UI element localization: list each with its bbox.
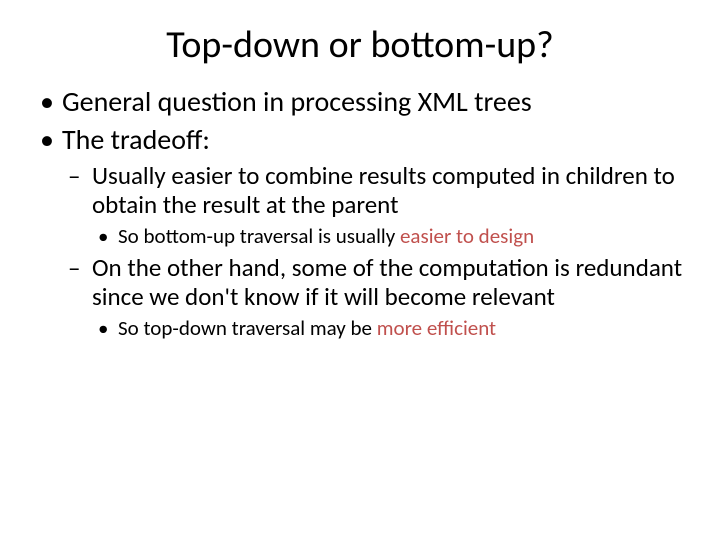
sub-sub-bullet-item: So top-down traversal may be more effici… [92,316,684,340]
sub-bullet-list: Usually easier to combine results comput… [62,162,684,339]
sub-sub-bullet-item: So bottom-up traversal is usually easier… [92,224,684,248]
bullet-item: The tradeoff: Usually easier to combine … [36,124,684,339]
sub-bullet-item: Usually easier to combine results comput… [62,162,684,248]
slide-body: General question in processing XML trees… [0,86,720,340]
bullet-item: General question in processing XML trees [36,86,684,118]
text-accent: more efficient [377,315,496,341]
text-plain: So bottom-up traversal is usually [118,223,400,249]
sub-sub-bullet-list: So bottom-up traversal is usually easier… [92,224,684,248]
sub-sub-bullet-list: So top-down traversal may be more effici… [92,316,684,340]
sub-bullet-text: On the other hand, some of the computati… [92,252,682,312]
slide: Top-down or bottom-up? General question … [0,0,720,540]
slide-title: Top-down or bottom-up? [0,0,720,86]
sub-bullet-item: On the other hand, some of the computati… [62,254,684,340]
bullet-list: General question in processing XML trees… [36,86,684,340]
text-plain: So top-down traversal may be [118,315,377,341]
sub-bullet-text: Usually easier to combine results comput… [92,160,675,220]
bullet-text: The tradeoff: [62,122,210,157]
text-accent: easier to design [400,223,534,249]
